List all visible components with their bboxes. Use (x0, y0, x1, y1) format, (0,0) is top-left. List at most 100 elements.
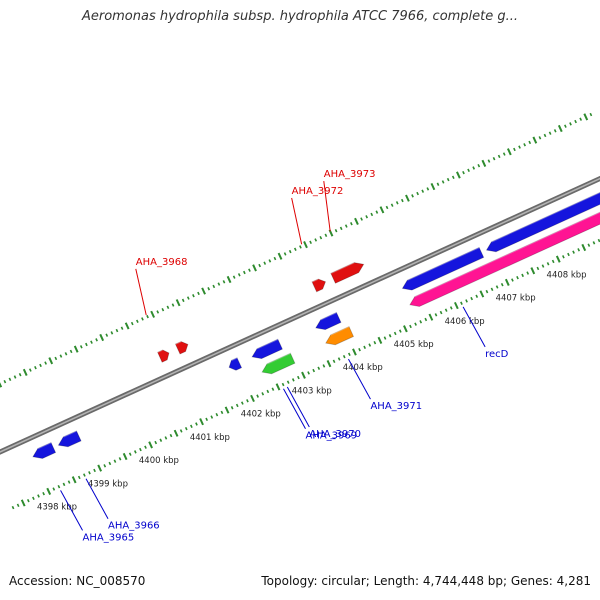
upper-tick (171, 303, 175, 307)
upper-tick (467, 168, 470, 173)
lower-tick (93, 468, 96, 473)
lower-tick (500, 282, 504, 287)
upper-tick (207, 287, 211, 291)
upper-tick (85, 342, 88, 347)
lower-tick (424, 317, 428, 322)
forward-gene-shine (157, 349, 163, 353)
reverse-gene-shine (266, 352, 291, 365)
map-title: Aeromonas hydrophila subsp. hydrophila A… (81, 9, 519, 24)
lower-tick (592, 241, 596, 245)
lower-tick (562, 255, 565, 259)
upper-tick (492, 157, 496, 161)
lower-tick (465, 299, 468, 303)
reverse-gene-shine (231, 357, 238, 361)
reverse-gene-shine (407, 246, 480, 281)
reverse-gene (251, 338, 283, 360)
upper-tick (543, 133, 547, 138)
backbone (0, 175, 600, 455)
upper-tick (395, 201, 399, 205)
upper-tick (8, 377, 12, 382)
lower-tick (159, 438, 163, 442)
lower-tick (348, 352, 351, 357)
lower-tick (439, 310, 443, 315)
upper-tick (375, 210, 379, 214)
scale-label: 4401 kbp (190, 433, 230, 443)
upper-tick (115, 328, 119, 333)
upper-tick (166, 305, 170, 310)
lower-tick (173, 429, 179, 437)
scale-label: 4399 kbp (88, 479, 128, 489)
reverse-gene-shine (491, 191, 600, 243)
scale-label: 4398 kbp (37, 503, 77, 513)
scale-label: 4402 kbp (241, 410, 281, 420)
lower-tick (97, 464, 103, 472)
upper-tick (518, 145, 521, 149)
upper-tick (59, 354, 63, 358)
upper-tick (34, 366, 37, 370)
lower-tick (530, 267, 536, 275)
upper-tick (54, 356, 58, 361)
upper-tick (344, 224, 348, 228)
reverse-gene (228, 357, 243, 371)
upper-tick (243, 270, 246, 275)
scale-label: 4405 kbp (394, 340, 434, 350)
lower-tick (495, 285, 499, 289)
upper-tick (13, 375, 17, 379)
reverse-gene-label: AHA_3965 (83, 532, 135, 543)
forward-gene (157, 349, 170, 363)
lower-tick (317, 366, 321, 370)
upper-tick (506, 148, 512, 156)
lower-tick (572, 250, 575, 254)
lower-tick (230, 406, 234, 410)
lower-tick (388, 334, 392, 338)
upper-tick (22, 368, 28, 376)
upper-tick (365, 215, 369, 219)
upper-tick (574, 119, 577, 124)
lower-tick (291, 378, 295, 382)
lower-tick (301, 371, 306, 379)
upper-tick (523, 143, 526, 147)
forward-gene-label-leader (135, 268, 147, 316)
lower-tick (32, 496, 35, 501)
upper-tick (579, 117, 583, 121)
reverse-gene-label: recD (485, 349, 509, 360)
lower-tick (103, 464, 107, 468)
lower-tick (479, 290, 485, 298)
lower-tick (46, 487, 52, 495)
upper-tick (150, 310, 156, 318)
reverse-gene-shine (414, 211, 600, 298)
lower-tick (490, 287, 494, 292)
lower-tick (297, 375, 300, 380)
scale-label: 4403 kbp (292, 386, 332, 396)
lower-tick (332, 359, 336, 363)
topology-text: Topology: circular; Length: 4,744,448 bp… (261, 574, 591, 588)
upper-tick (334, 229, 338, 233)
forward-gene-shine (330, 261, 355, 274)
lower-tick (577, 248, 581, 252)
lower-tick (77, 475, 81, 480)
lower-tick (567, 252, 570, 257)
upper-tick (569, 122, 572, 126)
upper-tick (226, 275, 232, 284)
lower-tick (536, 266, 540, 271)
lower-tick (256, 394, 259, 398)
lower-tick (516, 275, 519, 280)
lower-tick (555, 255, 561, 263)
upper-tick (339, 226, 343, 231)
upper-tick (299, 245, 302, 249)
upper-tick (390, 203, 394, 207)
upper-tick (472, 166, 476, 170)
upper-tick (589, 112, 593, 117)
lower-tick (133, 450, 137, 454)
upper-tick (405, 194, 410, 202)
upper-tick (268, 259, 272, 263)
reverse-gene (261, 352, 296, 375)
reverse-gene-label: AHA_3966 (108, 521, 160, 532)
lower-tick (373, 341, 377, 345)
lower-tick (485, 289, 489, 294)
upper-tick (39, 363, 42, 368)
upper-tick (583, 113, 589, 121)
lower-tick (250, 394, 255, 403)
reverse-gene-label-leader (286, 386, 310, 428)
